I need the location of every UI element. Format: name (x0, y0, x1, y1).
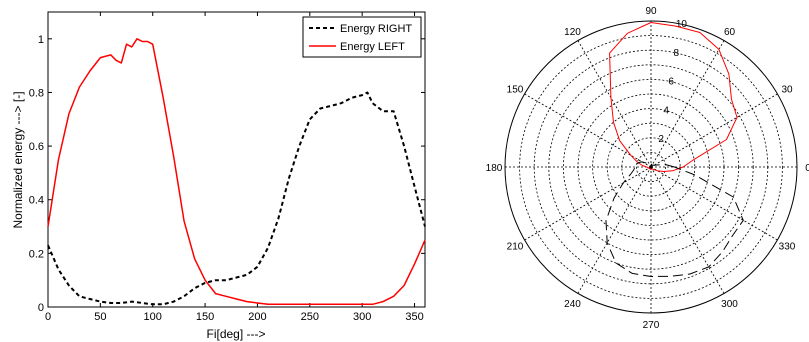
line-chart-ticks: 0 50 100 150 200 250 300 350 0 0.2 0.4 0.6 0.8 1 (29, 12, 425, 323)
angle-tick-label: 180 (486, 163, 503, 174)
line-chart-series (47, 38, 426, 306)
polar-series-red (609, 22, 738, 172)
polar-chart-series (605, 22, 744, 277)
polar-chart-labels: 0 30 60 90 120 150 180 210 240 270 300 330 2 4 6 8 10 (486, 6, 809, 331)
y-tick-label: 1 (38, 34, 44, 46)
polar-spoke (650, 93, 778, 168)
x-tick-label: 350 (405, 311, 423, 323)
angle-tick-label: 30 (781, 85, 793, 96)
legend-label-left: Energy LEFT (340, 41, 405, 53)
x-tick-label: 200 (248, 311, 266, 323)
angle-tick-label: 330 (779, 242, 796, 253)
angle-tick-label: 60 (724, 27, 736, 38)
series-line-energy-left (47, 38, 426, 306)
line-chart-legend: Energy RIGHT Energy LEFT (302, 16, 422, 58)
line-chart-plot-area (47, 11, 426, 308)
y-tick-label: 0.4 (29, 195, 44, 207)
line-chart-xlabel: Fi[deg] ---> (206, 327, 265, 341)
y-tick-label: 0.8 (29, 87, 44, 99)
radial-tick-label: 10 (676, 19, 688, 30)
angle-tick-label: 240 (564, 299, 581, 310)
x-tick-label: 100 (144, 311, 162, 323)
y-tick-label: 0.6 (29, 141, 44, 153)
y-tick-label: 0 (38, 302, 44, 314)
radial-tick-label: 8 (674, 48, 680, 59)
line-chart: 0 50 100 150 200 250 300 350 0 0.2 0.4 0.6 0.8 1 Fi[d… (11, 11, 426, 341)
polar-spoke (524, 166, 652, 241)
polar-spoke (577, 166, 652, 294)
x-tick-label: 50 (94, 311, 106, 323)
angle-tick-label: 270 (643, 320, 660, 331)
polar-grid-circle (636, 151, 667, 182)
angle-tick-label: 300 (721, 299, 738, 310)
polar-spoke (650, 166, 725, 294)
y-tick-label: 0.2 (29, 248, 44, 260)
x-tick-label: 0 (45, 311, 51, 323)
radial-tick-label: 6 (668, 77, 674, 88)
angle-tick-label: 210 (507, 242, 524, 253)
polar-series-black (605, 161, 744, 277)
legend-box (302, 16, 422, 58)
polar-spoke (577, 40, 652, 168)
line-chart-ylabel: Normalized energy ---> [-] (11, 91, 25, 228)
polar-grid-circle (563, 79, 740, 255)
angle-tick-label: 90 (645, 6, 657, 17)
radial-tick-label: 2 (658, 134, 664, 145)
x-tick-label: 300 (353, 311, 371, 323)
legend-label-right: Energy RIGHT (340, 23, 412, 35)
polar-grid-circle (548, 64, 754, 270)
polar-chart-grid (504, 20, 798, 314)
radial-tick-label: 4 (663, 106, 669, 117)
x-tick-label: 150 (196, 311, 214, 323)
polar-spoke (650, 166, 778, 241)
angle-tick-label: 120 (564, 27, 581, 38)
x-tick-label: 250 (301, 311, 319, 323)
polar-spoke (650, 40, 725, 168)
series-line-energy-right (47, 91, 426, 306)
polar-grid-circle (606, 122, 696, 212)
angle-tick-label: 150 (507, 85, 524, 96)
polar-grid-circle (519, 35, 783, 299)
angle-tick-label: 0 (805, 163, 809, 174)
polar-chart: 0 30 60 90 120 150 180 210 240 270 300 330 2 4 6 8 10 (486, 6, 809, 331)
